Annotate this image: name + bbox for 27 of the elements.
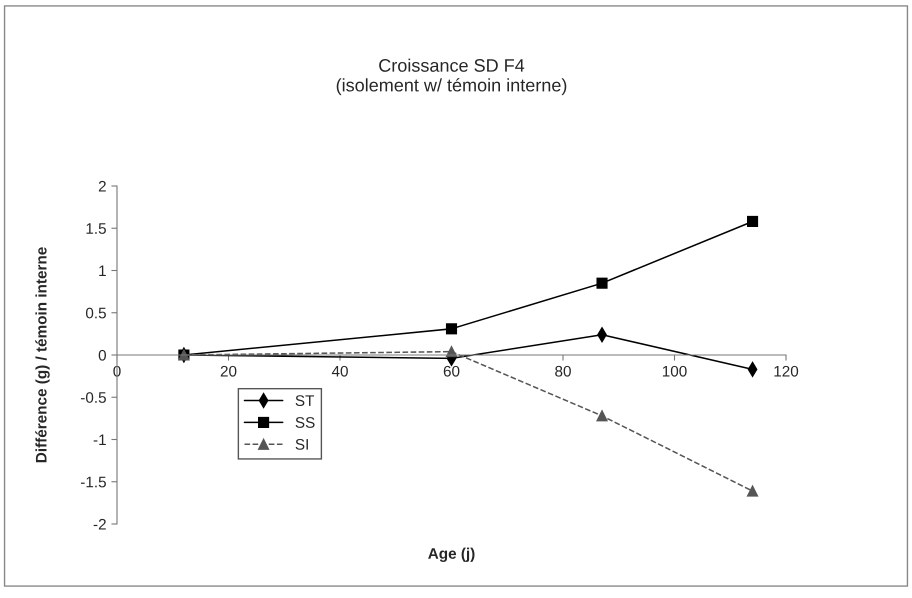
y-tick-label: -1 [94,434,106,446]
x-tick-label: 80 [555,366,571,377]
x-axis-title: Age (j) [428,548,475,562]
point [746,485,758,497]
chart-title: Croissance SD F4 (isolement w/ témoin interne) [336,58,566,96]
point [746,216,758,228]
y-tick-label: 0.5 [86,308,106,318]
point [446,346,458,358]
point [596,410,608,422]
y-tick-label: 0 [98,350,106,361]
y-tick-label: 2 [98,180,106,192]
point [446,323,458,334]
legend-label: ST [296,395,314,406]
x-tick-label: 120 [774,366,798,377]
point [596,278,608,289]
legend-label: SS [296,417,315,428]
y-tick-label: 1.5 [86,223,106,234]
x-tick-label: 100 [662,366,687,377]
x-tick-label: 40 [332,366,348,377]
legend-label: SI [296,438,308,450]
y-tick-label: 1 [99,266,106,276]
y-tick-label: -1.5 [80,476,106,488]
y-tick-label: -2 [94,518,106,530]
y-axis-title: Différence (g) / témoin interne [35,247,50,462]
x-tick-label: 60 [444,366,460,377]
y-tick-label: -0.5 [80,392,106,403]
x-tick-label: 20 [220,366,236,377]
